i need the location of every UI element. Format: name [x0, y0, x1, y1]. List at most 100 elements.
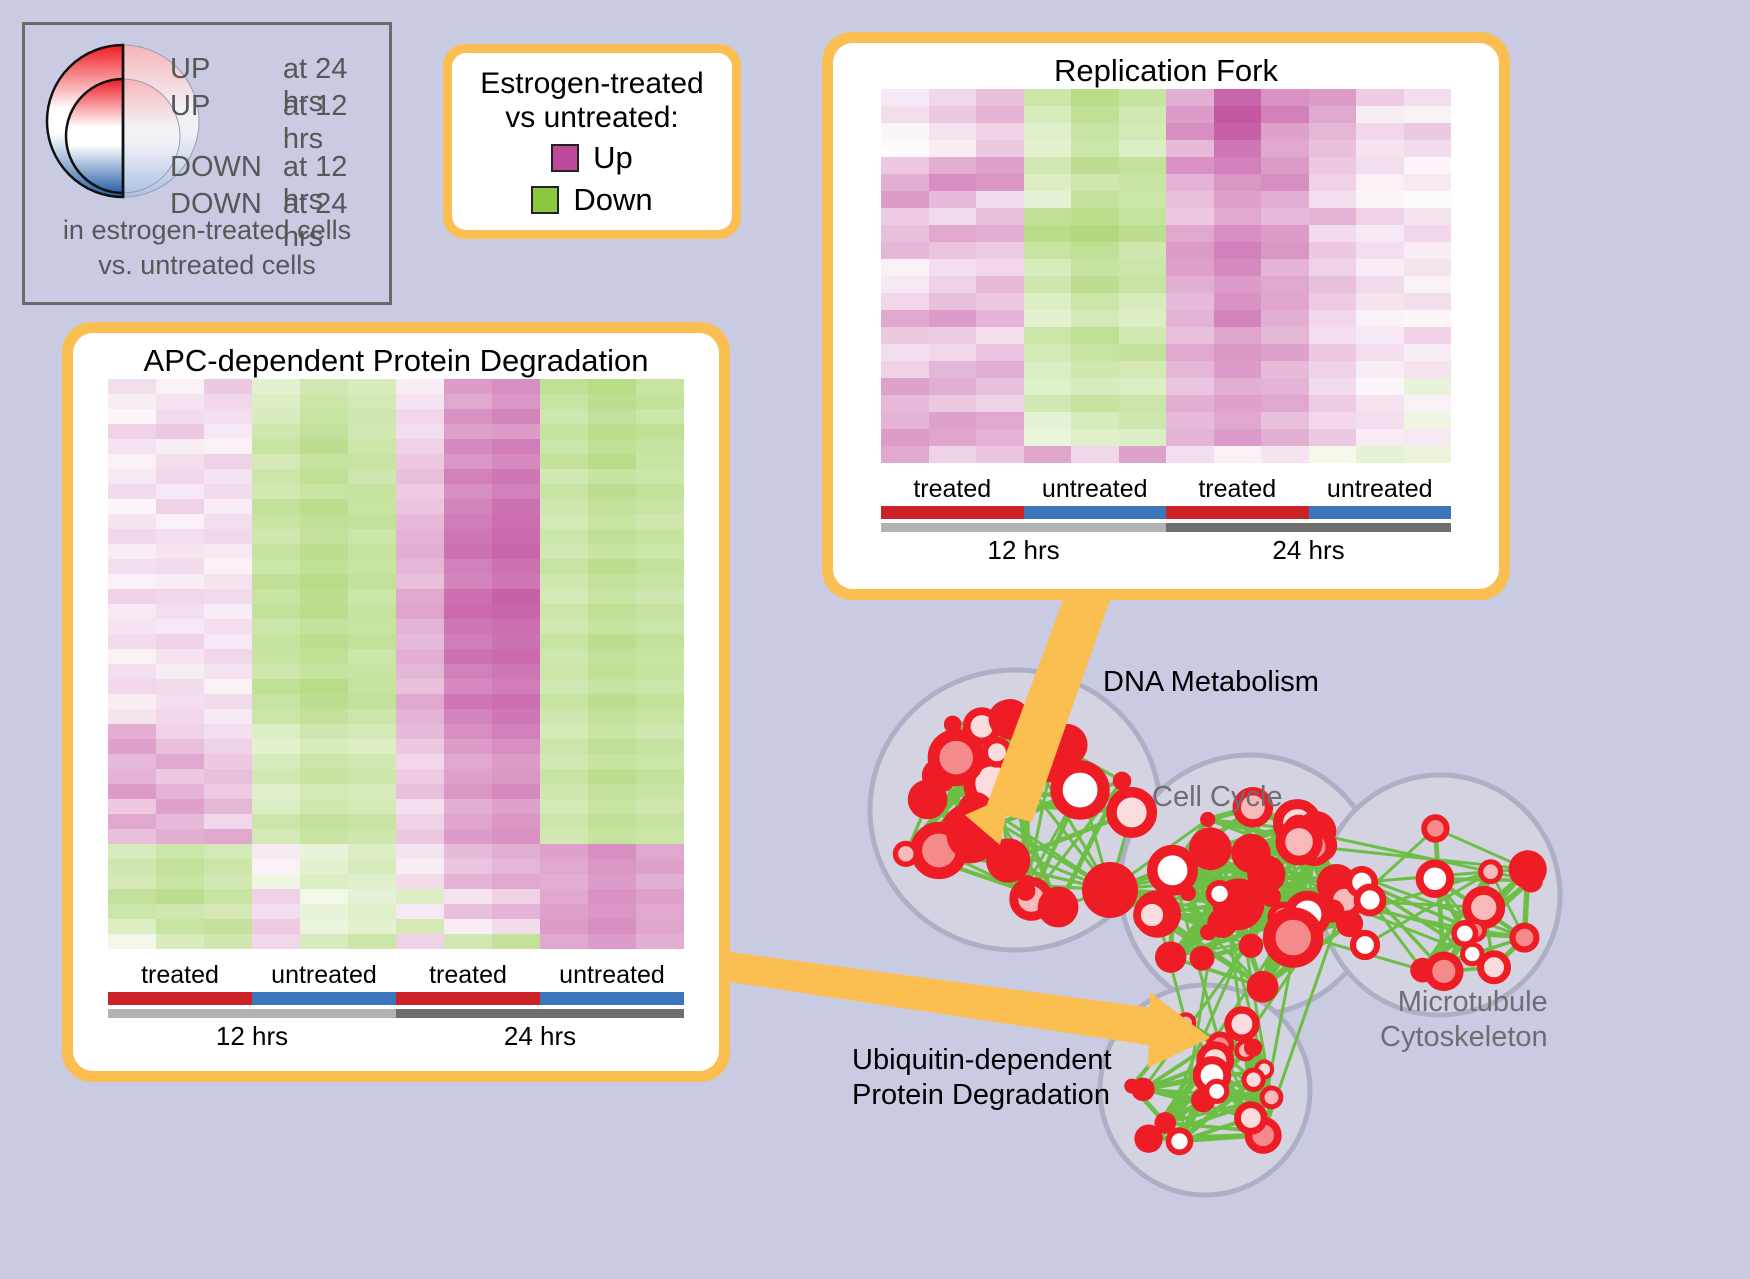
heatmap-cell	[588, 544, 636, 559]
network-node[interactable]	[1188, 827, 1232, 871]
network-node[interactable]	[1231, 833, 1271, 873]
network-node[interactable]	[981, 737, 1013, 768]
network-node[interactable]	[1246, 970, 1279, 1003]
heatmap-cell	[976, 395, 1024, 412]
heatmap-cell	[396, 589, 444, 604]
heatmap-cell	[1261, 293, 1309, 310]
heatmap-cell	[396, 754, 444, 769]
heatmap-cell	[156, 889, 204, 904]
network-node[interactable]	[958, 792, 993, 827]
network-node[interactable]	[1165, 1127, 1194, 1156]
heatmap-cell	[1356, 140, 1404, 157]
heatmap-cell	[300, 529, 348, 544]
heatmap-cell	[1356, 361, 1404, 378]
heatmap-cell	[636, 844, 684, 859]
network-node[interactable]	[1241, 1067, 1266, 1092]
network-node[interactable]	[1124, 1078, 1140, 1094]
heatmap-cell	[928, 395, 976, 412]
network-node[interactable]	[927, 729, 985, 787]
network-node[interactable]	[1180, 885, 1196, 902]
network-node[interactable]	[1200, 811, 1216, 828]
network-node[interactable]	[1050, 760, 1110, 820]
network-node[interactable]	[988, 699, 1027, 738]
heatmap-cell	[444, 664, 492, 679]
heatmap-cell	[348, 874, 396, 889]
network-node[interactable]	[1451, 919, 1479, 948]
heatmap-cell	[1356, 395, 1404, 412]
network-node[interactable]	[943, 715, 962, 734]
network-node[interactable]	[1154, 941, 1187, 973]
network-node[interactable]	[986, 838, 1031, 883]
network-node[interactable]	[1424, 951, 1464, 992]
heatmap-cell	[540, 874, 588, 889]
network-node[interactable]	[1224, 1006, 1260, 1042]
network-node[interactable]	[1508, 850, 1547, 889]
network-node[interactable]	[1200, 924, 1217, 941]
heatmap-cell	[1023, 225, 1071, 242]
heatmap-cell	[1071, 378, 1119, 395]
network-node[interactable]	[1204, 1078, 1230, 1104]
network-node[interactable]	[1037, 886, 1079, 928]
heatmap-cell	[881, 208, 929, 225]
heatmap-cell	[588, 529, 636, 544]
network-node[interactable]	[1259, 1085, 1284, 1110]
network-node[interactable]	[1415, 859, 1455, 898]
heatmap-cell	[1213, 344, 1261, 361]
network-node[interactable]	[1509, 922, 1540, 953]
network-node[interactable]	[1421, 814, 1450, 843]
network-node[interactable]	[1175, 1012, 1197, 1034]
heatmap-cell	[1023, 89, 1071, 106]
network-node[interactable]	[1476, 950, 1512, 985]
heatmap-cell	[348, 784, 396, 799]
heatmap-cell	[444, 454, 492, 469]
updown-color-legend: Estrogen-treated vs untreated: Up Down	[443, 44, 741, 239]
network-node[interactable]	[1112, 771, 1132, 791]
heatmap-cell	[636, 394, 684, 409]
heatmap-cell	[156, 724, 204, 739]
heatmap-cell	[1118, 344, 1166, 361]
heatmap-cell	[540, 424, 588, 439]
heatmap-cell	[252, 664, 300, 679]
legend-row: DOWN at 24 hrs	[170, 188, 389, 253]
heatmap-cell	[252, 544, 300, 559]
network-node[interactable]	[1478, 859, 1504, 885]
network-node[interactable]	[1353, 883, 1387, 917]
heatmap-cell	[300, 874, 348, 889]
network-node[interactable]	[1133, 896, 1171, 934]
network-node[interactable]	[1262, 907, 1324, 968]
network-node[interactable]	[1234, 1101, 1268, 1135]
network-node[interactable]	[1147, 844, 1198, 896]
network-node[interactable]	[1015, 881, 1036, 901]
heatmap-cell	[540, 859, 588, 874]
heatmap-cell	[1403, 361, 1451, 378]
network-node[interactable]	[1335, 910, 1364, 938]
heatmap-cell	[252, 604, 300, 619]
network-node[interactable]	[1189, 945, 1215, 971]
network-node[interactable]	[1205, 879, 1234, 908]
network-node[interactable]	[1045, 723, 1088, 766]
network-node[interactable]	[1462, 886, 1506, 929]
network-diagram	[867, 667, 1563, 1198]
heatmap-cell	[492, 694, 540, 709]
heatmap-cell	[588, 424, 636, 439]
heatmap-cell	[348, 469, 396, 484]
heatmap-cell	[1071, 327, 1119, 344]
network-node[interactable]	[1154, 1112, 1177, 1134]
network-node[interactable]	[1243, 1038, 1263, 1057]
heatmap-cell	[396, 739, 444, 754]
network-node[interactable]	[1238, 933, 1264, 958]
heatmap-cell	[1166, 140, 1214, 157]
heatmap-cell	[540, 739, 588, 754]
network-node[interactable]	[1082, 862, 1138, 918]
heatmap-cell	[636, 424, 684, 439]
network-node[interactable]	[1134, 1124, 1163, 1153]
network-node[interactable]	[1275, 818, 1323, 866]
network-node[interactable]	[892, 840, 919, 867]
axis-treatment-bar	[108, 992, 684, 1005]
network-node[interactable]	[1232, 787, 1274, 828]
network-node[interactable]	[1349, 929, 1381, 961]
network-node[interactable]	[1106, 787, 1158, 838]
heatmap-cell	[156, 499, 204, 514]
heatmap-cell	[252, 904, 300, 919]
axis-treatment-segment	[1166, 506, 1309, 519]
